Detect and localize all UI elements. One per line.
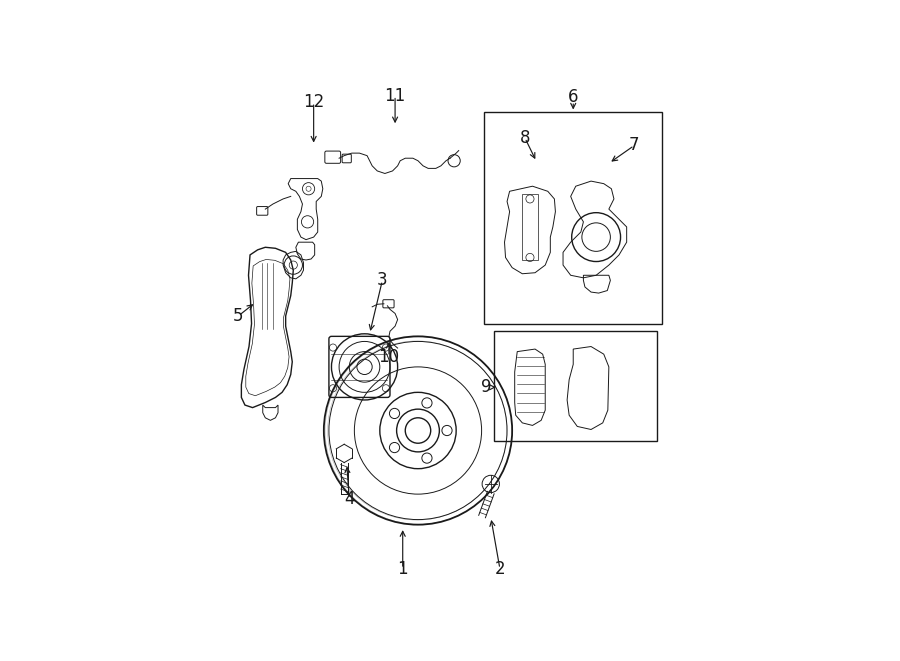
Text: 5: 5 (233, 307, 244, 325)
Bar (494, 331, 657, 441)
Bar (522, 194, 537, 260)
Text: 10: 10 (378, 348, 400, 366)
Text: 4: 4 (344, 490, 355, 508)
Text: 2: 2 (495, 560, 505, 578)
Text: 1: 1 (398, 560, 408, 578)
Text: 11: 11 (384, 87, 406, 104)
Text: 9: 9 (481, 378, 491, 396)
Text: 8: 8 (519, 129, 530, 147)
Text: 7: 7 (629, 136, 640, 155)
Bar (484, 112, 662, 324)
Text: 6: 6 (568, 88, 579, 106)
Text: 12: 12 (303, 93, 324, 111)
Text: 3: 3 (377, 272, 388, 290)
